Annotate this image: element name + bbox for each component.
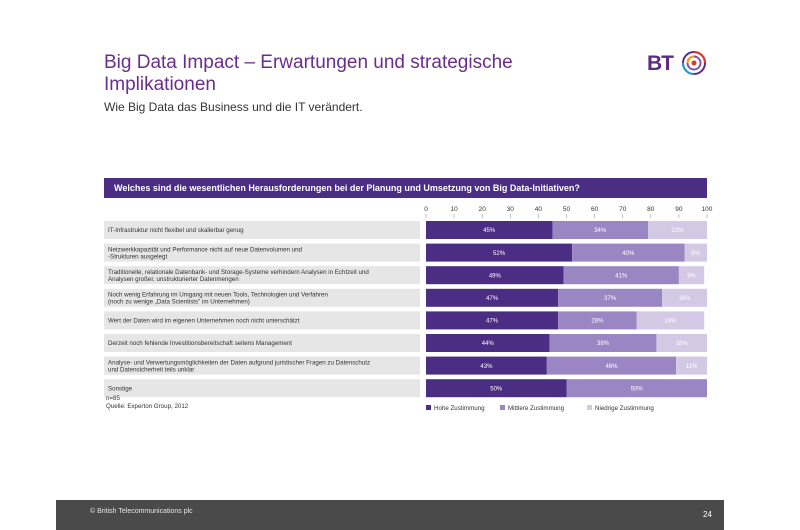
bar-high — [426, 379, 567, 398]
bar-medium — [566, 379, 707, 398]
bt-logo: BT — [647, 50, 707, 80]
category-label: (noch zu wenige „Data Scientists" im Unt… — [108, 299, 250, 306]
category-label: Netzwerkkapazität und Performance nicht … — [108, 246, 303, 253]
legend-swatch — [587, 405, 592, 410]
data-label: 38% — [597, 341, 610, 347]
legend-swatch — [500, 405, 505, 410]
sample-size-note: n=85 — [106, 395, 120, 402]
slide-subtitle: Wie Big Data das Business und die IT ver… — [104, 100, 363, 114]
chart-header-bar — [104, 178, 707, 198]
data-label: 47% — [486, 319, 499, 325]
x-tick-label: 40 — [535, 206, 543, 213]
category-row-bg — [104, 288, 420, 307]
bar-medium — [546, 356, 677, 375]
category-label: Traditionelle, relationale Datenbank- un… — [108, 269, 369, 276]
category-label: Analysen großer, unstrukturierter Datenm… — [108, 276, 239, 283]
footer-bar — [56, 500, 724, 530]
x-tick-label: 90 — [675, 206, 683, 213]
category-label: IT-Infrastruktur nicht flexibel und skal… — [108, 227, 244, 234]
data-label: 11% — [686, 364, 698, 370]
source-note: Quelle: Experton Group, 2012 — [106, 403, 189, 410]
data-label: 24% — [664, 319, 677, 325]
bar-high — [426, 243, 573, 262]
data-label: 45% — [483, 228, 496, 234]
data-label: 16% — [679, 296, 692, 302]
data-label: 41% — [615, 273, 628, 279]
x-tick-label: 0 — [424, 206, 428, 213]
data-label: 8% — [691, 251, 700, 257]
data-label: 50% — [490, 386, 503, 392]
category-row-bg — [104, 356, 420, 375]
x-tick-label: 80 — [647, 206, 655, 213]
bar-high — [426, 334, 550, 352]
bar-medium — [549, 334, 657, 352]
bar-low — [684, 243, 707, 262]
bt-logo-text: BT — [647, 52, 674, 75]
category-label: Sonstige — [108, 385, 133, 392]
x-tick-label: 60 — [591, 206, 599, 213]
bar-low — [662, 288, 707, 307]
bar-medium — [558, 288, 663, 307]
category-row-bg — [104, 266, 420, 285]
category-row-bg — [104, 243, 420, 262]
x-tick-label: 30 — [507, 206, 515, 213]
bar-low — [676, 356, 707, 375]
bar-medium — [563, 266, 679, 285]
bar-medium — [558, 311, 637, 330]
data-label: 49% — [489, 273, 502, 279]
x-tick-label: 100 — [702, 206, 713, 213]
data-label: 22% — [671, 228, 684, 234]
data-label: 37% — [604, 296, 617, 302]
category-label: Wert der Daten wird im eigenen Unternehm… — [108, 318, 300, 325]
bar-high — [426, 311, 559, 330]
x-tick-label: 10 — [450, 206, 458, 213]
data-label: 28% — [591, 319, 604, 325]
category-row-bg — [104, 379, 420, 398]
category-row-bg — [104, 311, 420, 330]
data-label: 43% — [480, 364, 493, 370]
legend-label: Niedrige Zustimmung — [595, 405, 654, 412]
legend-swatch — [426, 405, 431, 410]
data-label: 34% — [594, 228, 607, 234]
data-label: 18% — [676, 341, 689, 347]
bar-high — [426, 266, 564, 285]
bt-globe-icon — [682, 51, 706, 75]
bar-medium — [552, 221, 648, 239]
category-label: Derzeit noch fehlende Investitionsbereit… — [108, 340, 292, 347]
bar-low — [636, 311, 705, 330]
bar-medium — [572, 243, 685, 262]
slide-title: Big Data Impact – Erwartungen und strate… — [104, 52, 513, 95]
x-tick-label: 70 — [619, 206, 627, 213]
bar-high — [426, 221, 553, 239]
page-number: 24 — [703, 510, 712, 519]
chart: Welches sind die wesentlichen Herausford… — [104, 178, 713, 412]
legend-label: Mittlere Zustimmung — [508, 405, 565, 412]
bar-low — [647, 221, 707, 239]
data-label: 47% — [486, 296, 499, 302]
category-label: und Datensicherheit teils unklar — [108, 366, 194, 373]
data-label: 40% — [622, 251, 635, 257]
data-label: 9% — [687, 273, 696, 279]
legend-label: Hohe Zustimmung — [434, 405, 485, 412]
footer-copyright: © British Telecommunications plc — [90, 508, 193, 515]
category-row-bg — [104, 221, 420, 239]
category-row-bg — [104, 334, 420, 352]
data-label: 52% — [493, 251, 506, 257]
x-tick-label: 50 — [563, 206, 571, 213]
bar-high — [426, 288, 559, 307]
data-label: 44% — [482, 341, 495, 347]
bar-low — [656, 334, 707, 352]
category-label: -Strukturen ausgelegt — [108, 253, 167, 260]
data-label: 50% — [631, 386, 644, 392]
category-label: Noch wenig Erfahrung im Umgang mit neuen… — [108, 292, 328, 299]
chart-title: Welches sind die wesentlichen Herausford… — [114, 183, 580, 193]
category-label: Analyse- und Verwertungsmöglichkeiten de… — [108, 359, 370, 366]
data-label: 46% — [605, 364, 618, 370]
x-tick-label: 20 — [479, 206, 487, 213]
bar-low — [678, 266, 705, 285]
bar-high — [426, 356, 547, 375]
